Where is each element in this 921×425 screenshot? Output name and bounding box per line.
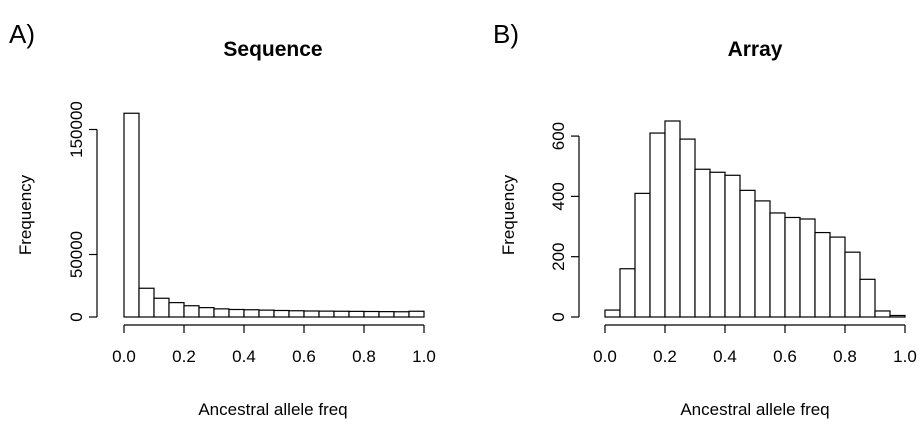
histogram-bar (363, 310, 380, 318)
histogram-bar (844, 251, 861, 318)
histogram-bar (799, 218, 816, 318)
bars-a (123, 112, 425, 318)
histogram-bar (303, 310, 320, 318)
x-tick-label: 0.2 (653, 347, 677, 366)
histogram-bar (213, 308, 230, 318)
histogram-bar (168, 302, 185, 318)
histogram-bar (829, 236, 846, 318)
histogram-panel-a: A) Sequence Frequency Ancestral allele f… (9, 19, 436, 419)
histogram-bar (138, 287, 155, 318)
x-tick-label: 0.8 (833, 347, 857, 366)
histogram-bar (228, 308, 245, 318)
histogram-bar (769, 212, 786, 318)
histogram-bar (123, 112, 140, 318)
histogram-bar (784, 216, 801, 318)
histogram-bar (408, 310, 425, 318)
y-tick-label: 150000 (67, 101, 86, 158)
x-tick-label: 0.0 (112, 347, 136, 366)
histogram-bar (243, 309, 260, 318)
chart-title-a: Sequence (223, 38, 322, 61)
panel-label-a: A) (9, 19, 35, 49)
histogram-bar (634, 192, 651, 318)
bars-b (604, 120, 906, 318)
y-axis-a: 0 50000 150000 (67, 101, 98, 322)
histogram-bar (318, 310, 335, 318)
histogram-bar (348, 310, 365, 318)
x-tick-label: 0.4 (713, 347, 737, 366)
histogram-bar (889, 314, 906, 318)
y-tick-label: 400 (549, 182, 568, 210)
y-axis-b: 0 200 400 600 (549, 122, 580, 322)
x-tick-label: 0.6 (292, 347, 316, 366)
histogram-bar (739, 189, 756, 318)
histogram-bar (273, 309, 290, 318)
histogram-bar (664, 120, 681, 318)
panel-label-b: B) (493, 19, 519, 49)
y-tick-label: 200 (549, 243, 568, 271)
histogram-bar (859, 278, 876, 318)
histogram-bar (709, 171, 726, 318)
histogram-bar (649, 132, 666, 318)
histogram-bar (814, 231, 831, 318)
x-axis-label-b: Ancestral allele freq (680, 400, 829, 419)
histogram-bar (724, 174, 741, 318)
histogram-bar (754, 200, 771, 318)
x-tick-label: 0.2 (172, 347, 196, 366)
x-axis-a: 0.0 0.2 0.4 0.6 0.8 1.0 (112, 324, 436, 366)
histogram-bar (874, 310, 891, 318)
histogram-bar (153, 297, 170, 318)
y-tick-label: 50000 (67, 231, 86, 278)
chart-title-b: Array (728, 38, 783, 61)
histogram-bar (258, 309, 275, 318)
x-tick-label: 1.0 (893, 347, 917, 366)
x-tick-label: 0.4 (232, 347, 256, 366)
histogram-bar (378, 311, 395, 318)
x-tick-label: 1.0 (412, 347, 436, 366)
x-tick-label: 0.6 (773, 347, 797, 366)
histogram-bar (393, 311, 410, 318)
y-axis-label-a: Frequency (16, 174, 35, 255)
y-tick-label: 0 (67, 312, 86, 321)
histogram-bar (288, 310, 305, 318)
histogram-panel-b: B) Array Frequency Ancestral allele freq… (493, 19, 917, 419)
y-tick-label: 0 (549, 312, 568, 321)
histogram-bar (679, 138, 696, 318)
x-axis-b: 0.0 0.2 0.4 0.6 0.8 1.0 (593, 324, 917, 366)
x-tick-label: 0.0 (593, 347, 617, 366)
histogram-bar (694, 168, 711, 318)
histogram-bar (183, 305, 200, 318)
histogram-bar (198, 307, 215, 318)
x-axis-label-a: Ancestral allele freq (198, 400, 347, 419)
histogram-bar (604, 309, 621, 318)
histogram-bar (333, 310, 350, 318)
y-axis-label-b: Frequency (499, 174, 518, 255)
x-tick-label: 0.8 (352, 347, 376, 366)
y-tick-label: 600 (549, 122, 568, 150)
histogram-bar (619, 268, 636, 318)
